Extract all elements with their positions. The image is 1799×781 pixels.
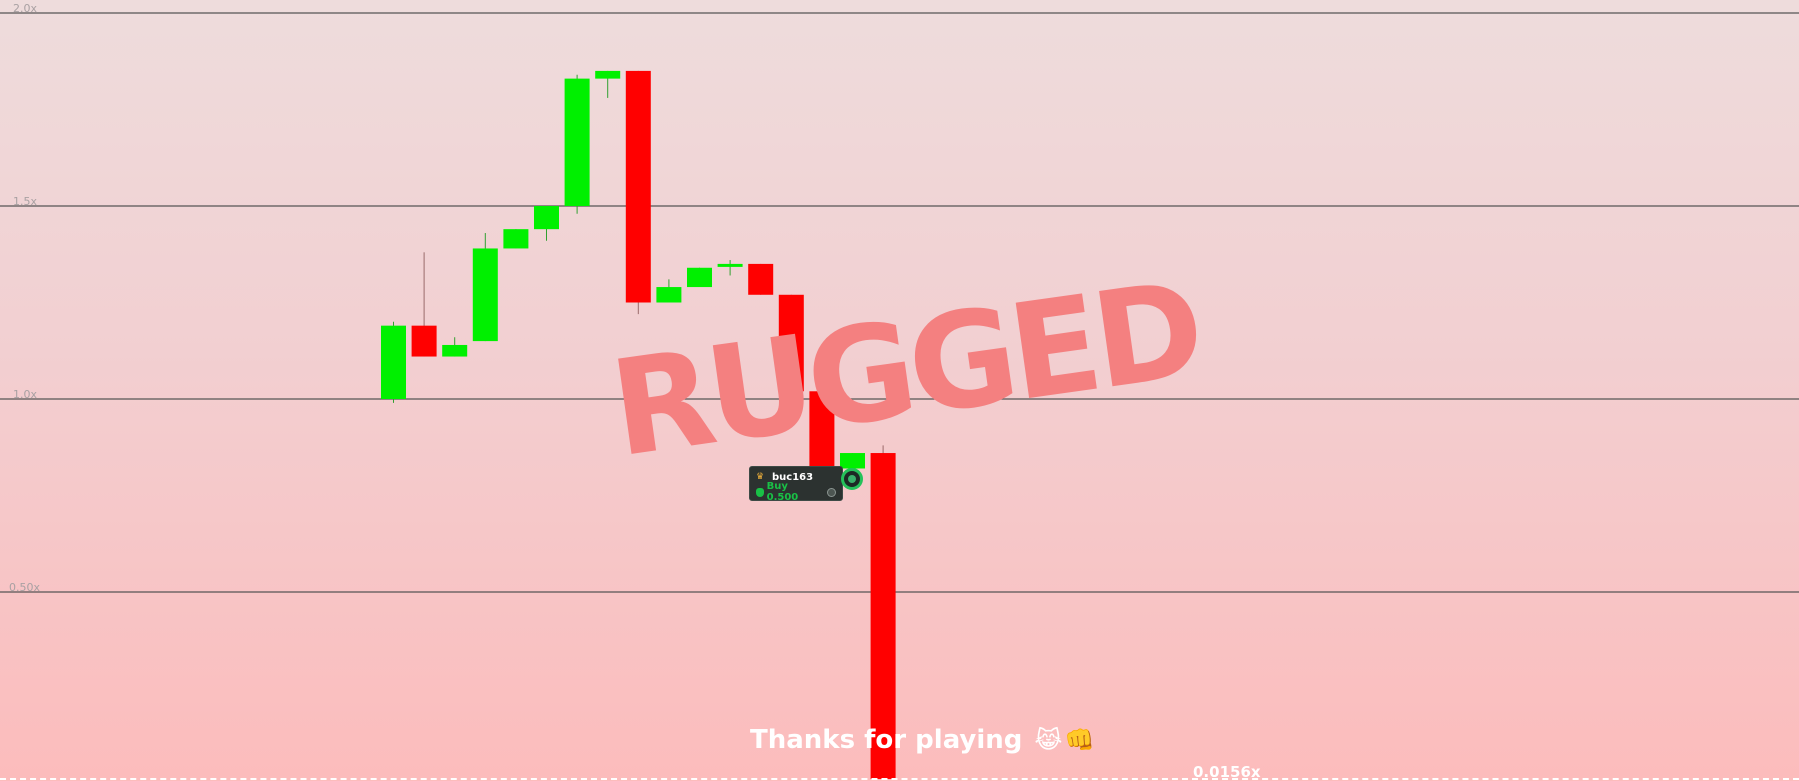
candle-up — [840, 453, 865, 469]
candle-up — [595, 70, 621, 79]
final-multiplier: 0.0156x — [1193, 763, 1261, 781]
candle-down — [748, 263, 774, 295]
axis-tick-label: 0.50x — [9, 581, 40, 594]
candle-up — [717, 263, 743, 267]
candle-up — [503, 229, 529, 249]
candle-up — [534, 206, 559, 230]
axis-tick-label: 1.5x — [13, 195, 37, 208]
candle-up — [687, 267, 712, 288]
coin-icon — [827, 487, 836, 497]
trade-action: Buy 0.500 — [766, 481, 799, 503]
candle-up — [472, 248, 498, 342]
axis-tick-label: 2.0x — [13, 2, 37, 15]
candle-down — [778, 294, 804, 392]
candle-up — [564, 78, 590, 206]
trade-tooltip-user-row: ♛ buc163 — [756, 470, 836, 484]
end-message-text: Thanks for playing — [750, 725, 1023, 755]
candle-down — [870, 453, 896, 779]
candle-up — [381, 325, 406, 399]
trade-tooltip-action-row: Buy 0.500 — [756, 481, 836, 503]
trade-tooltip: ♛ buc163 Buy 0.500 — [749, 466, 843, 503]
candle-down — [809, 391, 835, 469]
trade-username: buc163 — [772, 471, 814, 483]
candle-up — [442, 344, 468, 357]
axis-tick-label: 1.0x — [13, 388, 37, 401]
buy-marker-dot — [848, 475, 856, 483]
buy-marker[interactable] — [841, 468, 863, 490]
candle-down — [625, 70, 651, 303]
crown-icon: ♛ — [756, 471, 765, 482]
end-message: Thanks for playing 😹👊 — [750, 722, 1096, 758]
candle-up — [656, 287, 682, 303]
candle-down — [411, 325, 437, 357]
floor-dashed-line — [0, 778, 1799, 780]
laughing-cat-fist-emoji-icon: 😹👊 — [1034, 726, 1097, 754]
money-bag-icon — [756, 487, 764, 497]
